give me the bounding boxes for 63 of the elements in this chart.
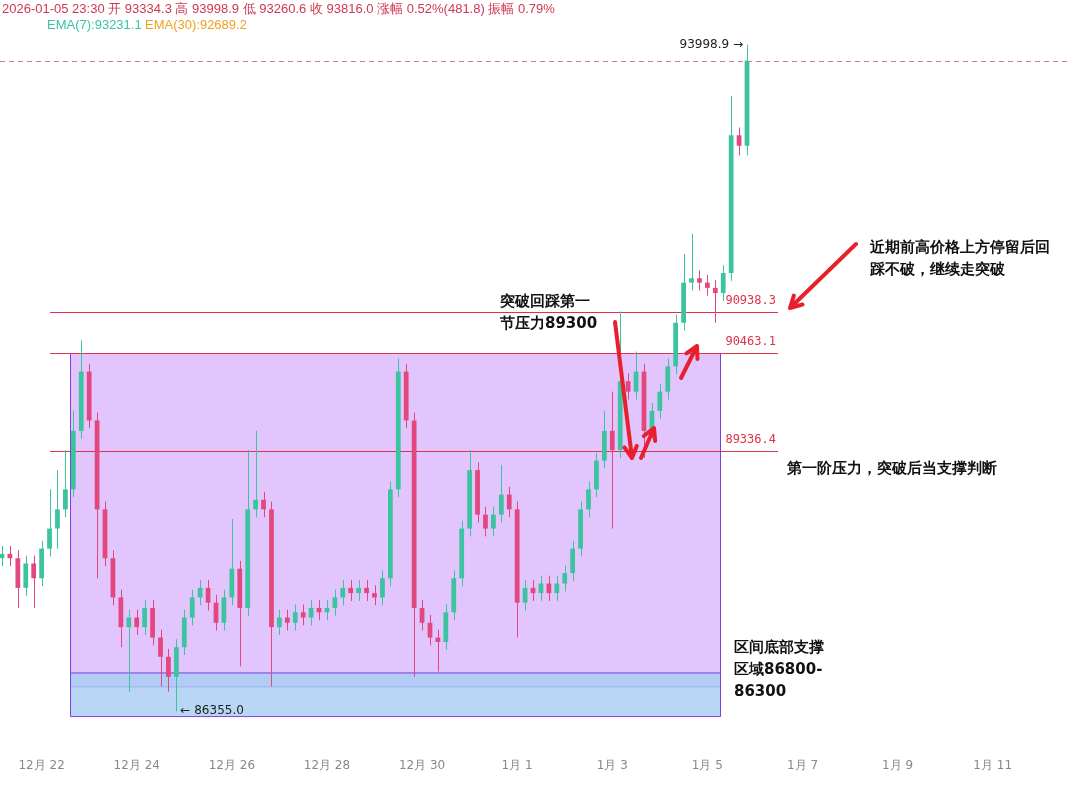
candlestick (356, 579, 362, 602)
candlestick (562, 564, 568, 592)
x-tick-label: 12月 28 (303, 757, 351, 772)
candlestick (546, 575, 552, 602)
candlestick (292, 603, 298, 632)
annotation: 近期前高价格上方停留后回踩不破，继续走突破 (870, 237, 1050, 280)
annotation: ← 86355.0 (180, 703, 244, 718)
band-label: 区间底部支撑区域86800-86300 (734, 637, 825, 703)
candlestick (720, 264, 726, 302)
chart-title: 2026-01-05 23:30 开 93334.3 高 93998.9 低 93260.6 收 93816.0 涨幅 0.52%(481.8) 振幅 0.79% (2, 0, 555, 18)
text: EMA(7):93231.1 (47, 17, 142, 32)
x-tick-label: 1月 5 (691, 757, 723, 772)
candlestick (712, 279, 718, 324)
candlestick (483, 506, 488, 537)
x-tick-label: 12月 22 (18, 757, 65, 772)
annotation: 第一阶压力，突破后当支撑判断 (787, 458, 997, 479)
candlestick (253, 430, 258, 518)
candlestick (197, 579, 203, 606)
candlestick (506, 486, 512, 518)
ref-line-label: 90463.1 (725, 333, 776, 348)
candlestick (498, 464, 504, 523)
x-tick-label: 1月 11 (973, 757, 1013, 772)
ref-line-label: 89336.4 (725, 431, 776, 446)
candlestick (491, 506, 496, 537)
candlestick (261, 491, 266, 518)
x-tick-label: 12月 26 (208, 757, 256, 772)
candlestick (277, 609, 282, 636)
candlestick (609, 391, 615, 530)
candlestick (364, 579, 369, 602)
candlestick (55, 469, 60, 550)
candlestick (348, 579, 354, 602)
candlestick (380, 569, 385, 606)
candlestick (300, 603, 306, 626)
x-tick-label: 1月 9 (882, 757, 914, 772)
candlestick (126, 609, 132, 693)
candlestick (166, 648, 171, 693)
x-tick-label: 1月 1 (501, 757, 533, 772)
text: EMA(30):92689.2 (145, 17, 247, 32)
candlestick (657, 383, 663, 420)
x-tick-label: 1月 7 (786, 757, 819, 772)
candlestick (63, 449, 68, 518)
candlestick (189, 589, 195, 626)
candlestick (554, 575, 560, 602)
candlestick (31, 555, 37, 609)
candlestick (332, 589, 338, 617)
candlestick (284, 609, 290, 632)
candlestick (697, 269, 702, 291)
candlestick (340, 579, 346, 606)
candlestick (705, 274, 710, 297)
ref-line-label: 90938.3 (725, 292, 776, 307)
candlestick (47, 488, 52, 557)
x-tick-label: 1月 3 (596, 757, 628, 772)
x-tick-label: 12月 30 (398, 757, 446, 772)
candlestick (625, 372, 631, 400)
annotation: 突破回踩第一节压力89300 (500, 291, 599, 334)
candlestick (142, 599, 148, 636)
candlestick (586, 480, 591, 518)
candlestick (158, 629, 163, 687)
candlestick (689, 233, 694, 291)
x-tick-label: 12月 24 (113, 757, 160, 772)
annotation: 93998.9 → (679, 36, 744, 51)
candlestick (372, 584, 377, 606)
candlestick (134, 609, 140, 636)
